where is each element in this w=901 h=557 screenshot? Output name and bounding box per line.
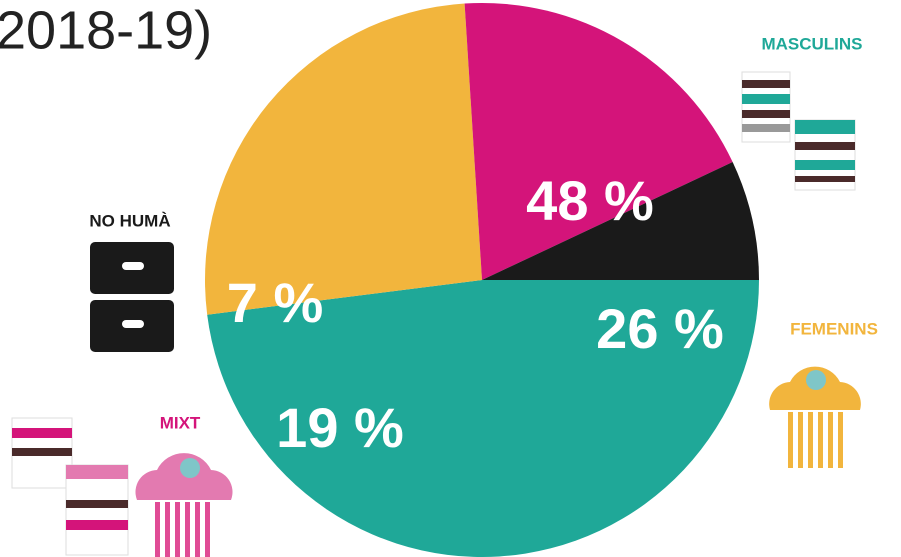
pie-slice <box>464 3 733 281</box>
chart-title: 2018-19) <box>0 0 212 60</box>
pie-slice <box>207 280 759 557</box>
pie-slice <box>482 162 759 280</box>
category-label: NO HUMÀ <box>89 211 170 230</box>
category-label: FEMENINS <box>790 319 878 338</box>
masculins-icon <box>741 71 856 191</box>
femenins-icon <box>769 366 861 468</box>
value-label: 19 % <box>276 396 404 459</box>
pie-slice <box>205 3 482 315</box>
no-huma-icon <box>90 242 174 352</box>
value-label: 48 % <box>526 169 654 232</box>
mixt-icon <box>11 417 233 557</box>
value-label: 7 % <box>227 271 324 334</box>
category-label: MASCULINS <box>761 34 862 53</box>
value-label: 26 % <box>596 297 724 360</box>
pie <box>205 3 759 557</box>
category-label: MIXT <box>160 413 201 432</box>
